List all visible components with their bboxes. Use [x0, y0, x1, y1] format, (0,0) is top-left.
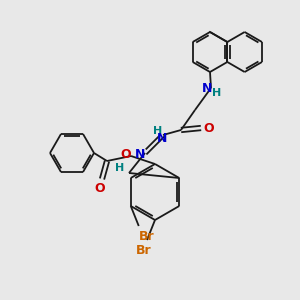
Text: O: O	[204, 122, 214, 134]
Text: N: N	[202, 82, 212, 94]
Text: N: N	[157, 133, 167, 146]
Text: O: O	[121, 148, 131, 160]
Text: H: H	[153, 126, 163, 136]
Text: Br: Br	[136, 244, 152, 256]
Text: Br: Br	[139, 230, 154, 242]
Text: H: H	[116, 163, 124, 173]
Text: H: H	[212, 88, 222, 98]
Text: O: O	[95, 182, 105, 194]
Text: N: N	[135, 148, 145, 161]
